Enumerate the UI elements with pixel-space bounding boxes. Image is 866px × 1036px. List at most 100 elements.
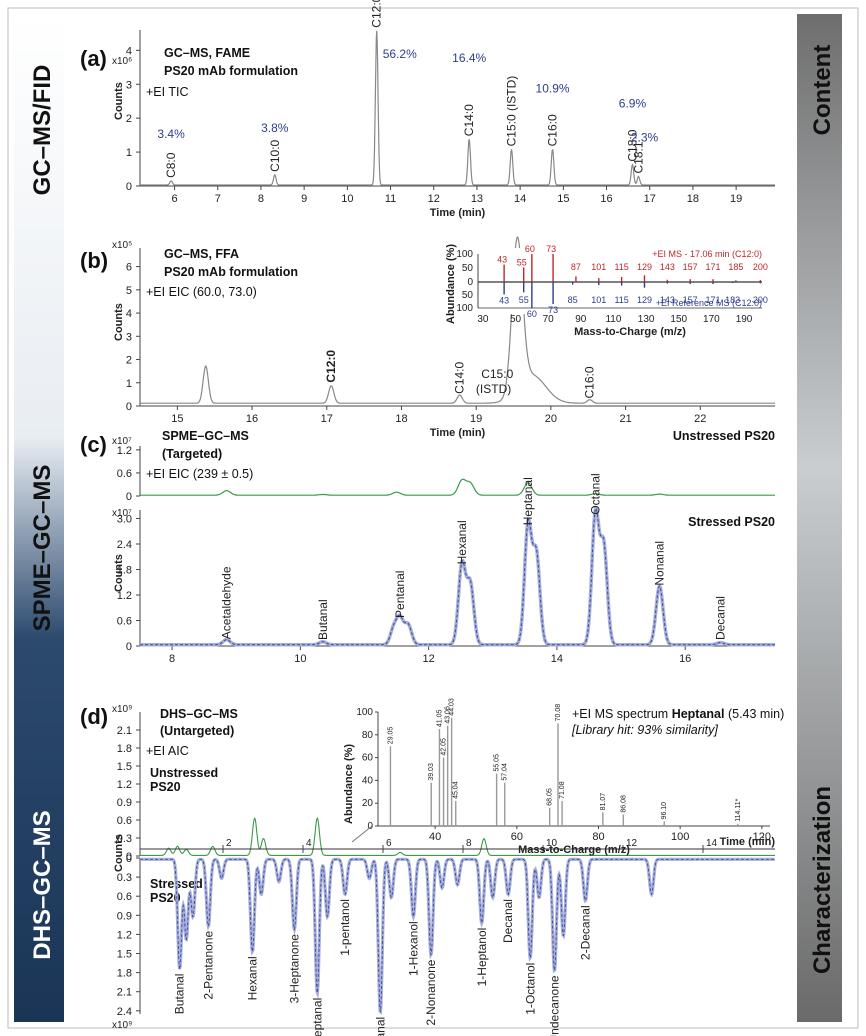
panel-b-inset-top-label: 200	[753, 262, 768, 272]
panel-b-inset-top-label: 60	[525, 244, 535, 254]
panel-d-ytick-label: 2.1	[117, 987, 132, 999]
panel-b-inset-bot-label: 143	[660, 295, 675, 305]
panel-b-inset-bot-label: 157	[683, 295, 698, 305]
panel-d-peak-label: 2-Nonanone	[424, 959, 438, 1025]
panel-a-xtick-label: 6	[171, 193, 177, 205]
panel-d-top-legend-2: PS20	[150, 780, 181, 794]
panel-c-ytick-label: 1.2	[117, 590, 132, 602]
panel-b-ylabel: Counts	[113, 303, 125, 341]
panel-d-peak-label: 2-Pentanone	[201, 931, 215, 1000]
panel-a-peak-label: C16:0	[546, 114, 560, 146]
panel-a-yexp: x10⁶	[112, 56, 132, 67]
panel-b-inset-bot-label: 101	[591, 295, 606, 305]
panel-d-inset-ytick-label: 20	[362, 798, 374, 809]
panel-d-xtick-label: 8	[466, 838, 472, 849]
panel-d-ytick-label: 2.4	[117, 1006, 132, 1018]
panel-d-inset-legend-a: +EI MS spectrum	[572, 707, 672, 721]
panel-a-peak-label: C14:0	[462, 104, 476, 136]
panel-b-peak-label: (ISTD)	[476, 382, 511, 396]
panel-c-ytick-label: 1.8	[117, 565, 132, 577]
panel-b-peak-label: C12:0	[324, 350, 338, 383]
panel-b-label: (b)	[80, 248, 108, 273]
panel-d-inset-bar-label: 55.05	[494, 754, 501, 772]
left-band	[14, 14, 64, 1022]
panel-a-xtick-label: 8	[258, 193, 264, 205]
panel-d-top-ytick-label: 0.9	[117, 797, 132, 809]
panel-d-xtick-label: 14	[706, 838, 718, 849]
panel-b-inset-bot-label: 85	[568, 295, 578, 305]
panel-d-xtick-label: 4	[306, 838, 312, 849]
panel-d-xtick-label: 2	[226, 838, 232, 849]
panel-d-inset-xtick-label: 120	[753, 831, 771, 843]
panel-b-ytick-label: 4	[126, 308, 132, 320]
panel-b-inset-top-label: 171	[706, 262, 721, 272]
panel-b-inset-ylabel: Abundance (%)	[445, 244, 457, 324]
panel-a-xtick-label: 12	[428, 193, 440, 205]
panel-d-inset-bar-label: 42.05	[441, 738, 448, 756]
panel-d-ytick-label: 0.3	[117, 872, 132, 884]
panel-b-peak-label: C14:0	[453, 362, 467, 394]
panel-b-subtitle: PS20 mAb formulation	[164, 265, 298, 279]
panel-d-top-ytick-label: 1.8	[117, 743, 132, 755]
panel-d-inset-bar-label: 43.06	[445, 706, 452, 724]
panel-d-inset-xtick-label: 40	[429, 831, 441, 843]
panel-d-peak-label: 2-Undecanone	[548, 975, 562, 1036]
panel-c-yexp: x10⁷	[112, 508, 132, 519]
panel-a-pct-label: 3.8%	[261, 121, 289, 135]
panel-b-peak-label: C15:0	[481, 367, 513, 381]
panel-a-ylabel: Counts	[113, 82, 125, 120]
panel-b-xtick-label: 19	[470, 413, 482, 425]
panel-d-inset-legend: +EI MS spectrum Heptanal (5.43 min)	[572, 707, 784, 721]
panel-d-bottom-trace-halo	[140, 857, 775, 1016]
panel-a-xtick-label: 18	[687, 193, 699, 205]
panel-d-inset-bar-label: 45.04	[453, 781, 460, 799]
panel-c-xtick-label: 10	[294, 653, 306, 665]
panel-a-pct-label: 16.4%	[452, 51, 486, 65]
panel-d-xtick-label: 12	[626, 838, 638, 849]
panel-d-mode: +EI AIC	[146, 744, 189, 758]
panel-b-ytick-label: 3	[126, 331, 132, 343]
panel-c-peak-label: Decanal	[713, 596, 727, 640]
panel-c-top-ytick-label: 0	[126, 491, 132, 503]
panel-a-xtick-label: 17	[644, 193, 656, 205]
panel-b-inset-ytick-label: 50	[462, 290, 474, 301]
panel-c-ytick-label: 2.4	[117, 539, 132, 551]
panel-d-inset-pointer	[351, 825, 373, 843]
panel-b-xtick-label: 21	[619, 413, 631, 425]
panel-c-peak-label: Butanal	[316, 599, 330, 640]
panel-b-xtick-label: 16	[246, 413, 258, 425]
panel-c-ytick-label: 0	[126, 641, 132, 653]
panel-d-inset-ytick-label: 60	[362, 753, 374, 764]
panel-a-peak-label: C15:0 (ISTD)	[504, 76, 518, 147]
panel-d-peak-label: 2-Decanal	[578, 905, 592, 960]
panel-b-inset-ytick-label: 0	[467, 277, 473, 288]
panel-c-peak-label: Octanal	[588, 473, 602, 514]
panel-b-inset-xtick-label: 90	[575, 314, 587, 325]
panel-c-bottom-trace	[140, 507, 775, 646]
panel-d-inset-bar-label: 29.05	[387, 727, 394, 745]
panel-d-label: (d)	[80, 704, 108, 729]
panel-a-xtick-label: 11	[385, 193, 396, 205]
panel-b-inset-top-label: 157	[683, 262, 698, 272]
panel-c-peak-label: Nonanal	[653, 541, 667, 586]
panel-b-xtick-label: 17	[321, 413, 333, 425]
panel-d-inset-bar-label: 70.08	[555, 704, 562, 722]
panel-a-pct-label: 3.4%	[157, 127, 185, 141]
panel-a-mode: +EI TIC	[146, 85, 189, 99]
panel-b-inset-bot-label: 73	[548, 305, 558, 315]
panel-c: (c) SPME–GC–MS (Targeted) +EI EIC (239 ± 0.…	[80, 429, 775, 665]
panel-b-ytick-label: 5	[126, 285, 132, 297]
panel-c-xtick-label: 14	[551, 653, 563, 665]
panel-d-inset-bar-label: 114.11*	[735, 798, 742, 821]
panel-d-inset-xtick-label: 80	[592, 831, 604, 843]
panel-c-bottom-legend: Stressed PS20	[688, 515, 775, 529]
panel-c-ytick-label: 0.6	[117, 616, 132, 628]
panel-d-inset-library: [Library hit: 93% similarity]	[571, 723, 718, 737]
panel-a-xtick-label: 19	[730, 193, 742, 205]
panel-c-title: SPME–GC–MS	[162, 429, 249, 443]
side-label-characterization: Characterization	[809, 786, 836, 974]
panel-a-pct-label: 56.2%	[383, 47, 417, 61]
panel-b-inset-bot-label: 200	[753, 295, 768, 305]
